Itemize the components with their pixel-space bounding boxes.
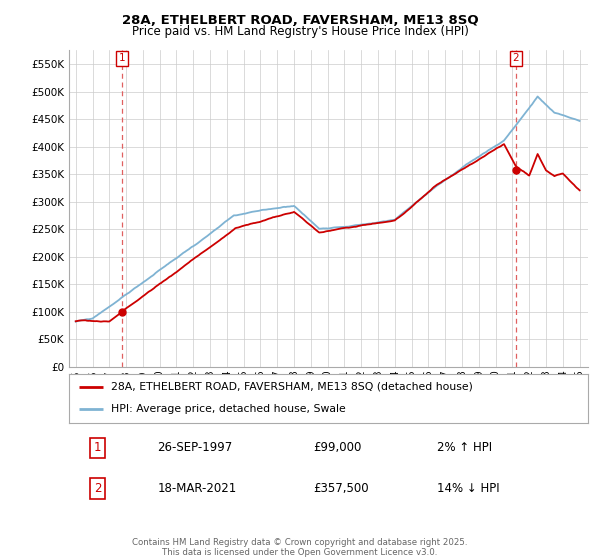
Text: £357,500: £357,500 xyxy=(313,482,368,495)
Text: 1: 1 xyxy=(118,53,125,63)
Text: £99,000: £99,000 xyxy=(313,441,361,454)
Text: 1: 1 xyxy=(94,441,101,454)
Text: Contains HM Land Registry data © Crown copyright and database right 2025.
This d: Contains HM Land Registry data © Crown c… xyxy=(132,538,468,557)
Text: 2: 2 xyxy=(512,53,519,63)
Text: 18-MAR-2021: 18-MAR-2021 xyxy=(157,482,236,495)
Text: 28A, ETHELBERT ROAD, FAVERSHAM, ME13 8SQ: 28A, ETHELBERT ROAD, FAVERSHAM, ME13 8SQ xyxy=(122,14,478,27)
Text: Price paid vs. HM Land Registry's House Price Index (HPI): Price paid vs. HM Land Registry's House … xyxy=(131,25,469,38)
Text: 28A, ETHELBERT ROAD, FAVERSHAM, ME13 8SQ (detached house): 28A, ETHELBERT ROAD, FAVERSHAM, ME13 8SQ… xyxy=(110,382,472,392)
Text: 26-SEP-1997: 26-SEP-1997 xyxy=(157,441,232,454)
Text: 14% ↓ HPI: 14% ↓ HPI xyxy=(437,482,500,495)
Text: 2% ↑ HPI: 2% ↑ HPI xyxy=(437,441,493,454)
Text: 2: 2 xyxy=(94,482,101,495)
Text: HPI: Average price, detached house, Swale: HPI: Average price, detached house, Swal… xyxy=(110,404,345,414)
